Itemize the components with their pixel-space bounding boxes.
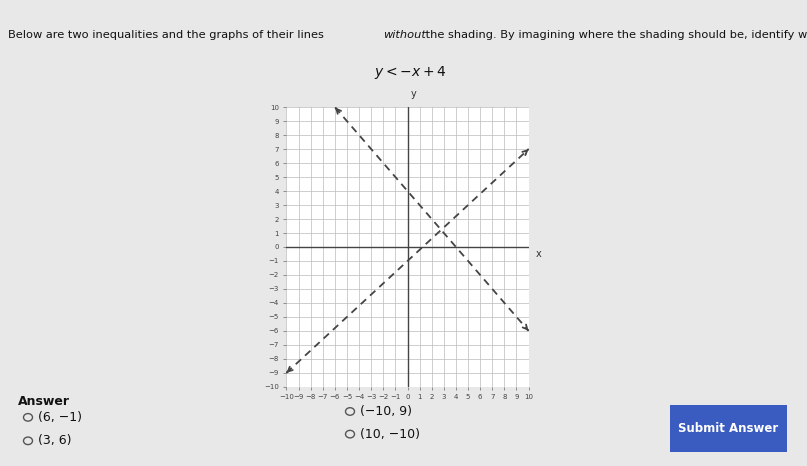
Text: Answer: Answer [18, 395, 70, 408]
Text: Below are two inequalities and the graphs of their lines: Below are two inequalities and the graph… [8, 30, 328, 40]
Text: (6, −1): (6, −1) [38, 411, 82, 424]
Text: (−10, 9): (−10, 9) [360, 405, 412, 418]
Text: (10, −10): (10, −10) [360, 428, 420, 441]
Text: x: x [536, 249, 541, 259]
Text: without: without [383, 30, 426, 40]
Text: $y > \dfrac{4}{5}x-1$: $y > \dfrac{4}{5}x-1$ [368, 109, 439, 137]
Text: the shading. By imagining where the shading should be, identify which point woul: the shading. By imagining where the shad… [422, 30, 807, 40]
Text: $y < -x+4$: $y < -x+4$ [374, 64, 446, 81]
Text: y: y [412, 89, 417, 99]
Text: Submit Answer: Submit Answer [678, 422, 779, 435]
Text: (3, 6): (3, 6) [38, 434, 72, 447]
